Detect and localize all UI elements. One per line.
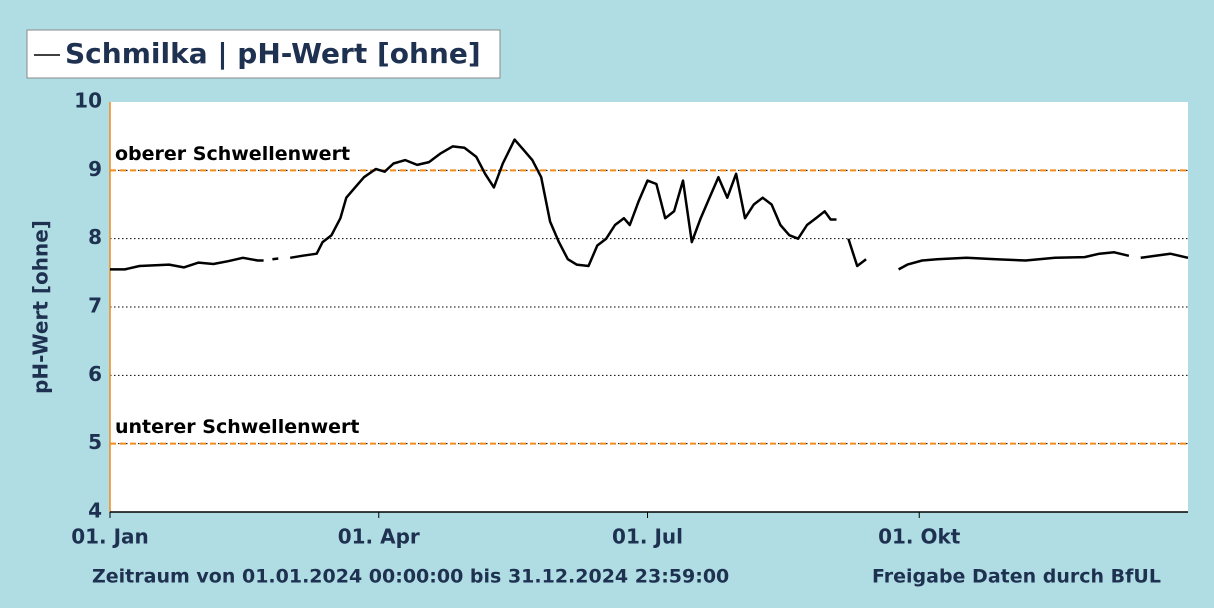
threshold-label: unterer Schwellenwert xyxy=(115,416,360,438)
x-tick-label: 01. Jan xyxy=(71,525,149,549)
y-tick-label: 9 xyxy=(88,157,102,181)
y-tick-label: 7 xyxy=(88,294,102,318)
plot-area xyxy=(110,102,1188,512)
x-tick-label: 01. Apr xyxy=(338,525,420,549)
threshold-label: oberer Schwellenwert xyxy=(115,143,350,165)
x-tick-label: 01. Jul xyxy=(612,525,683,549)
y-tick-label: 8 xyxy=(88,225,102,249)
legend xyxy=(26,29,501,79)
source: Freigabe Daten durch BfUL xyxy=(872,566,1161,588)
data-line xyxy=(110,138,1189,271)
y-tick-label: 5 xyxy=(88,430,102,454)
y-tick-label: 10 xyxy=(74,89,102,113)
legend-label: Schmilka | pH-Wert [ohne] xyxy=(65,37,481,70)
y-axis-label: pH-Wert [ohne] xyxy=(29,220,53,394)
y-tick-label: 6 xyxy=(88,362,102,386)
y-tick-label: 4 xyxy=(88,499,102,523)
x-tick-label: 01. Okt xyxy=(878,525,961,549)
subtitle: Zeitraum von 01.01.2024 00:00:00 bis 31.… xyxy=(92,566,729,588)
